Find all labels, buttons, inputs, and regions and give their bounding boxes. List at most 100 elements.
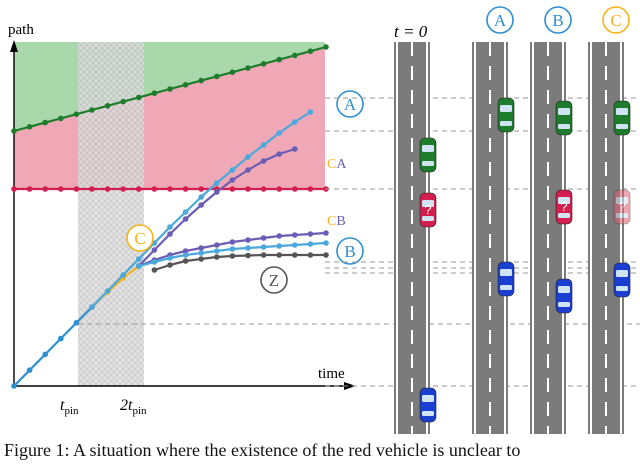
curve-red-point [58, 186, 64, 192]
curve-red-point [104, 186, 111, 192]
svg-text:?: ? [618, 199, 625, 214]
curve-z-point [151, 267, 158, 273]
curve-green-point [198, 77, 204, 84]
curve-a-point [104, 288, 111, 294]
curve-red-point [167, 186, 173, 192]
curve-z-point [260, 252, 267, 258]
curve-red-point [245, 186, 251, 192]
label-cb: CB [327, 214, 346, 229]
roads [394, 42, 624, 434]
curve-ca [136, 146, 298, 269]
curve-red-point [151, 186, 158, 192]
curve-common-point [73, 320, 80, 326]
curve-z-point [214, 254, 220, 260]
curve-a-point [120, 272, 126, 278]
curve-green-point [120, 98, 126, 105]
curve-green-point [26, 124, 33, 130]
car-blue-c [613, 262, 631, 298]
curve-red-point [89, 186, 95, 192]
curve-z-point [245, 252, 251, 259]
curve-b-point [198, 250, 204, 256]
curve-green-point [276, 56, 283, 63]
curve-green-point [58, 115, 64, 122]
curve-z-point [292, 252, 298, 258]
curve-red-point [73, 186, 80, 192]
svg-text:A: A [344, 95, 357, 114]
curve-b-point [214, 248, 220, 254]
svg-text:B: B [552, 11, 563, 30]
curve-green-point [89, 107, 95, 113]
svg-text:B: B [344, 242, 355, 261]
svg-text:A: A [494, 11, 507, 30]
tick-tpin: tpin [60, 397, 79, 417]
car-blue-a [497, 261, 515, 297]
curve-green-point [214, 73, 220, 80]
car-green-a [497, 97, 515, 133]
curve-green-point [229, 69, 236, 75]
curve-common-point [26, 367, 33, 374]
figure-caption: Figure 1: A situation where the existenc… [4, 440, 521, 460]
curve-cb-point [276, 233, 283, 239]
curve-a-point [167, 224, 173, 230]
header-a: A [486, 6, 514, 34]
curve-b-point [260, 244, 267, 250]
curve-z-point [229, 253, 236, 259]
x-axis-label: time [318, 366, 345, 382]
curve-red-point [182, 186, 189, 192]
curve-cb-point [292, 232, 298, 238]
curve-a-point [292, 119, 298, 125]
curve-b-point [307, 241, 314, 247]
curve-z-point [198, 256, 204, 262]
curve-green-point [73, 111, 80, 117]
curve-cb-point [229, 239, 236, 245]
car-red-t0: ? [419, 192, 437, 228]
curve-green-point [307, 48, 314, 54]
curve-green-point [136, 94, 142, 101]
curve-red-point [307, 186, 314, 192]
curve-b-point [276, 243, 283, 249]
curve-green-point [42, 119, 48, 126]
curve-ca-point [229, 177, 236, 183]
curve-green [11, 44, 329, 134]
curve-b-point [151, 259, 158, 265]
curve-b-point [167, 255, 173, 261]
header-c: C [602, 6, 630, 34]
label-circle-b: B [336, 237, 364, 265]
curve-ca-point [167, 231, 173, 237]
label-circle-z: Z [260, 266, 288, 294]
curve-common-point [11, 383, 17, 389]
curve-z-point [276, 252, 283, 258]
curve-red-point [292, 186, 298, 192]
curve-b-point [292, 242, 298, 248]
curve-a-point [229, 167, 236, 173]
label-ca: CA [327, 157, 347, 172]
car-green-t0 [419, 137, 437, 173]
axes [10, 40, 356, 390]
curve-red-point [276, 186, 283, 192]
curve-red-point [120, 186, 126, 192]
curve-cb-point [245, 237, 251, 243]
curve-a-point [260, 142, 267, 148]
label-circle-c: C [126, 224, 154, 252]
curve-b-point [245, 245, 251, 251]
pin-interval-hatch [78, 42, 144, 386]
svg-text:C: C [610, 11, 621, 30]
curve-common-point [42, 351, 48, 358]
curve-green-point [323, 44, 329, 50]
curve-ca-point [245, 167, 251, 173]
road [394, 42, 430, 434]
car-blue-b [555, 278, 573, 314]
car-blue-t0 [419, 387, 437, 423]
curve-red-point [198, 186, 204, 192]
curve-red-point [11, 186, 17, 192]
svg-text:Z: Z [269, 271, 279, 290]
curves [11, 44, 329, 389]
curve-ca-point [214, 189, 220, 195]
curve-cb-point [307, 231, 314, 237]
curve-green-point [167, 86, 173, 92]
curve-b-point [136, 263, 142, 269]
svg-text:?: ? [424, 202, 431, 217]
curve-red-point [260, 186, 267, 192]
cars: ??? [419, 97, 631, 423]
